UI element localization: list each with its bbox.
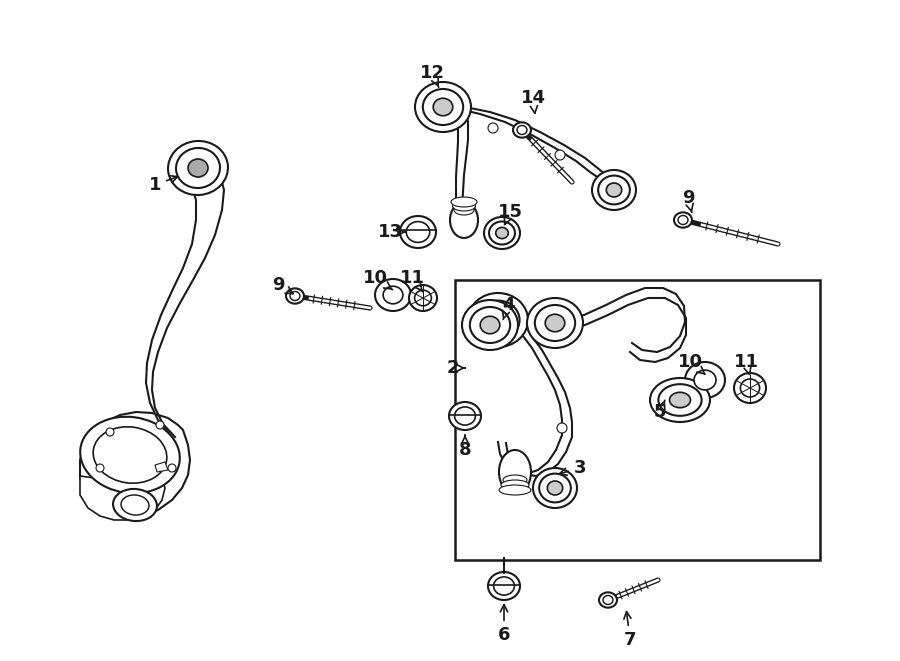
Text: 12: 12 bbox=[419, 64, 445, 87]
Circle shape bbox=[106, 428, 114, 436]
Ellipse shape bbox=[462, 300, 518, 350]
Ellipse shape bbox=[449, 402, 481, 430]
Text: 1: 1 bbox=[148, 176, 177, 194]
Ellipse shape bbox=[290, 292, 300, 301]
Ellipse shape bbox=[375, 279, 411, 311]
Ellipse shape bbox=[545, 314, 565, 332]
Polygon shape bbox=[80, 412, 190, 518]
Ellipse shape bbox=[113, 489, 157, 521]
Text: 14: 14 bbox=[520, 89, 545, 113]
Ellipse shape bbox=[415, 82, 471, 132]
Ellipse shape bbox=[468, 293, 528, 347]
Ellipse shape bbox=[496, 227, 508, 239]
Text: 10: 10 bbox=[678, 353, 705, 374]
Ellipse shape bbox=[454, 205, 474, 215]
Ellipse shape bbox=[603, 596, 613, 605]
Ellipse shape bbox=[592, 170, 636, 210]
Ellipse shape bbox=[453, 201, 475, 211]
Bar bbox=[455, 280, 820, 560]
Ellipse shape bbox=[659, 384, 702, 416]
Ellipse shape bbox=[678, 215, 688, 225]
Ellipse shape bbox=[503, 475, 527, 485]
Ellipse shape bbox=[670, 392, 690, 408]
Ellipse shape bbox=[650, 378, 710, 422]
Ellipse shape bbox=[685, 362, 725, 398]
Ellipse shape bbox=[121, 495, 149, 515]
Text: 3: 3 bbox=[560, 459, 586, 477]
Ellipse shape bbox=[535, 305, 575, 341]
Ellipse shape bbox=[694, 370, 716, 390]
Ellipse shape bbox=[488, 311, 508, 329]
Text: 11: 11 bbox=[734, 353, 759, 375]
Polygon shape bbox=[155, 462, 168, 472]
Ellipse shape bbox=[674, 212, 692, 227]
Ellipse shape bbox=[470, 307, 510, 343]
Ellipse shape bbox=[454, 407, 475, 425]
Ellipse shape bbox=[188, 159, 208, 177]
Ellipse shape bbox=[383, 286, 403, 304]
Text: 4: 4 bbox=[502, 296, 514, 319]
Text: 10: 10 bbox=[363, 269, 392, 290]
Ellipse shape bbox=[499, 485, 531, 495]
Ellipse shape bbox=[80, 416, 180, 493]
Text: 9: 9 bbox=[682, 189, 694, 212]
Text: 6: 6 bbox=[498, 605, 510, 644]
Text: 7: 7 bbox=[624, 611, 636, 649]
Ellipse shape bbox=[168, 141, 228, 195]
Ellipse shape bbox=[734, 373, 766, 403]
Ellipse shape bbox=[423, 89, 464, 125]
Ellipse shape bbox=[176, 148, 220, 188]
Ellipse shape bbox=[488, 572, 520, 600]
Ellipse shape bbox=[489, 221, 515, 245]
Ellipse shape bbox=[599, 592, 617, 607]
Ellipse shape bbox=[451, 197, 477, 207]
Ellipse shape bbox=[499, 450, 531, 494]
Ellipse shape bbox=[598, 176, 630, 204]
Circle shape bbox=[156, 421, 164, 429]
Ellipse shape bbox=[493, 577, 515, 595]
Ellipse shape bbox=[527, 298, 583, 348]
Text: 15: 15 bbox=[498, 203, 523, 225]
Text: 13: 13 bbox=[377, 223, 405, 241]
Text: 8: 8 bbox=[459, 436, 472, 459]
Text: 2: 2 bbox=[446, 359, 464, 377]
Ellipse shape bbox=[450, 202, 478, 238]
Ellipse shape bbox=[547, 481, 562, 495]
Ellipse shape bbox=[406, 221, 429, 243]
Circle shape bbox=[96, 464, 104, 472]
Ellipse shape bbox=[517, 126, 527, 134]
Text: 5: 5 bbox=[653, 400, 666, 421]
Ellipse shape bbox=[539, 473, 571, 502]
Circle shape bbox=[557, 423, 567, 433]
Text: 9: 9 bbox=[272, 276, 293, 294]
Ellipse shape bbox=[513, 122, 531, 137]
Ellipse shape bbox=[481, 316, 500, 334]
Circle shape bbox=[168, 464, 176, 472]
Ellipse shape bbox=[484, 217, 520, 249]
Text: 11: 11 bbox=[400, 269, 425, 292]
Ellipse shape bbox=[741, 379, 760, 397]
Circle shape bbox=[488, 123, 498, 133]
Ellipse shape bbox=[533, 468, 577, 508]
Ellipse shape bbox=[607, 183, 622, 197]
Ellipse shape bbox=[501, 480, 529, 490]
Ellipse shape bbox=[415, 290, 431, 306]
Ellipse shape bbox=[476, 301, 519, 340]
Polygon shape bbox=[80, 462, 165, 520]
Ellipse shape bbox=[433, 98, 453, 116]
Circle shape bbox=[555, 150, 565, 160]
Ellipse shape bbox=[94, 427, 166, 483]
Ellipse shape bbox=[400, 216, 436, 248]
Ellipse shape bbox=[409, 285, 437, 311]
Ellipse shape bbox=[286, 288, 304, 303]
